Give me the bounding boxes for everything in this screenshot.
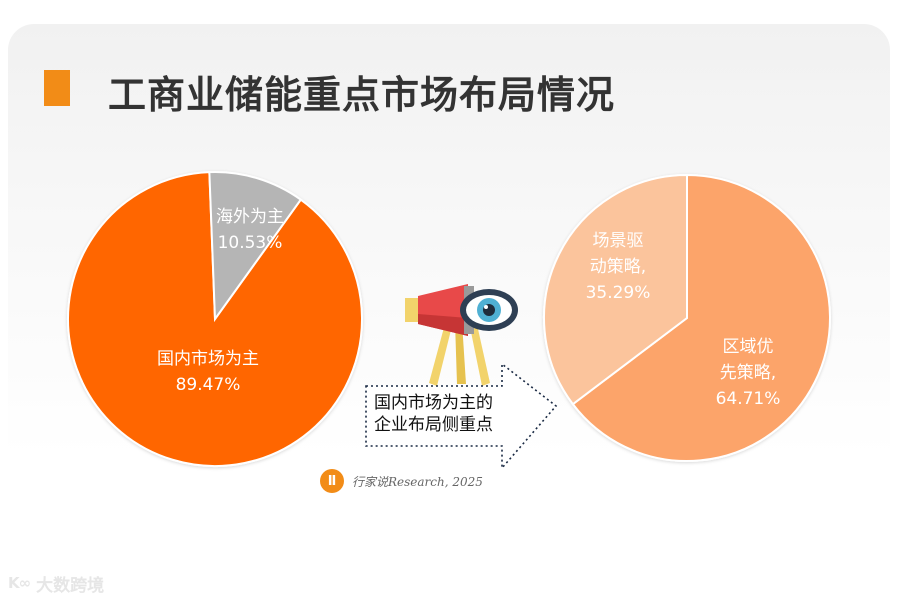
pie-slice-overseas	[208, 171, 303, 322]
pie-label-overseas: 海外为主	[216, 207, 284, 227]
source-credit: Ⅱ 行家说Research, 2025	[320, 468, 483, 494]
source-logo-icon: Ⅱ	[320, 469, 344, 493]
pie-chart-market	[67, 171, 363, 467]
source-text: 行家说Research, 2025	[352, 474, 483, 489]
callout-line-2: 企业布局侧重点	[374, 415, 493, 435]
pie-slice-regional	[571, 173, 831, 462]
telescope-eye-icon	[405, 284, 518, 386]
page-title: 工商业储能重点市场布局情况	[108, 73, 616, 117]
pie-label-regional-1: 区域优	[723, 337, 774, 357]
callout-line-1: 国内市场为主的	[374, 393, 493, 413]
watermark-logo-icon: K∞	[8, 574, 31, 592]
watermark-text: 大数跨境	[36, 575, 105, 596]
pie-label-scenario-2: 动策略,	[590, 257, 646, 277]
pie-chart-strategy	[543, 173, 831, 462]
watermark: K∞ 大数跨境	[8, 571, 105, 596]
pie-value-overseas: 10.53%	[218, 233, 283, 253]
pie-label-regional-2: 先策略,	[720, 363, 776, 383]
pie-label-scenario-1: 场景驱	[593, 231, 644, 251]
pie-slice-scenario	[543, 173, 688, 406]
title-accent-bar	[44, 70, 70, 106]
callout-arrow	[365, 362, 558, 471]
pie-value-scenario: 35.29%	[586, 283, 651, 303]
pie-label-domestic: 国内市场为主	[157, 349, 259, 369]
pie-value-regional: 64.71%	[716, 389, 781, 409]
callout-text: 国内市场为主的 企业布局侧重点	[374, 392, 524, 436]
pie-value-domestic: 89.47%	[176, 375, 241, 395]
